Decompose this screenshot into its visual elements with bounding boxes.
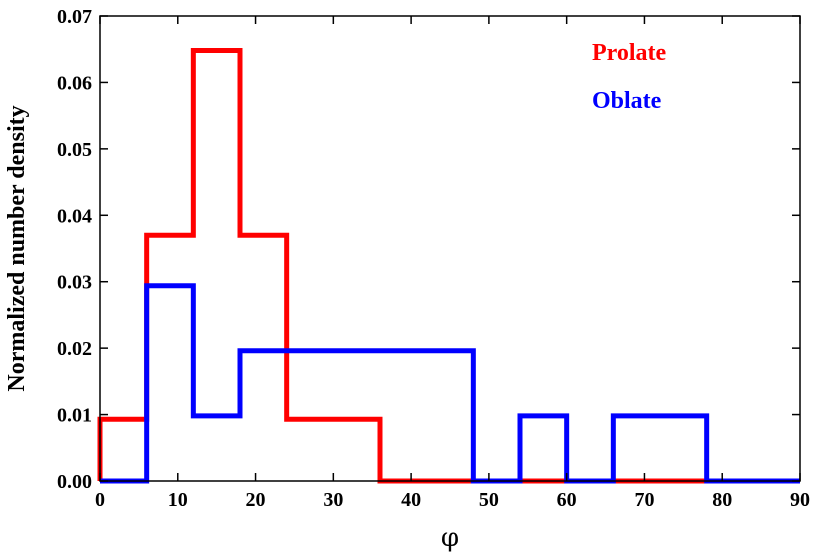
legend-entry-prolate: Prolate [592, 40, 667, 66]
x-tick-label: 20 [246, 489, 266, 511]
legend: Prolate Oblate [592, 40, 667, 114]
y-tick-label: 0.02 [57, 338, 92, 360]
plot-frame [99, 15, 801, 482]
y-axis-label: Normalized number density [4, 105, 30, 391]
x-tick-label: 70 [634, 489, 654, 511]
x-tick-label: 10 [168, 489, 188, 511]
x-tick-label: 60 [557, 489, 577, 511]
y-tick-label: 0.06 [57, 72, 92, 94]
y-tick-label: 0.00 [57, 471, 92, 493]
series-oblate-outline [100, 283, 800, 484]
y-tick-label: 0.07 [57, 6, 92, 28]
x-axis-label: φ [441, 523, 459, 553]
y-tick-label: 0.05 [57, 139, 92, 161]
x-tick-label: 40 [401, 489, 421, 511]
y-tick-label: 0.04 [57, 205, 92, 227]
x-tick-label: 90 [790, 489, 810, 511]
series-layer [97, 48, 800, 484]
y-tick-label: 0.01 [57, 405, 92, 427]
x-tick-label: 80 [712, 489, 732, 511]
legend-entry-oblate: Oblate [592, 88, 662, 114]
ticks-layer: 0 10 20 30 40 50 60 70 80 90 0.00 0.01 0.02 0.03 0.04 0… [57, 6, 810, 511]
x-tick-label: 30 [323, 489, 343, 511]
x-tick-label: 0 [95, 489, 105, 511]
y-tick-label: 0.03 [57, 272, 92, 294]
x-tick-label: 50 [479, 489, 499, 511]
